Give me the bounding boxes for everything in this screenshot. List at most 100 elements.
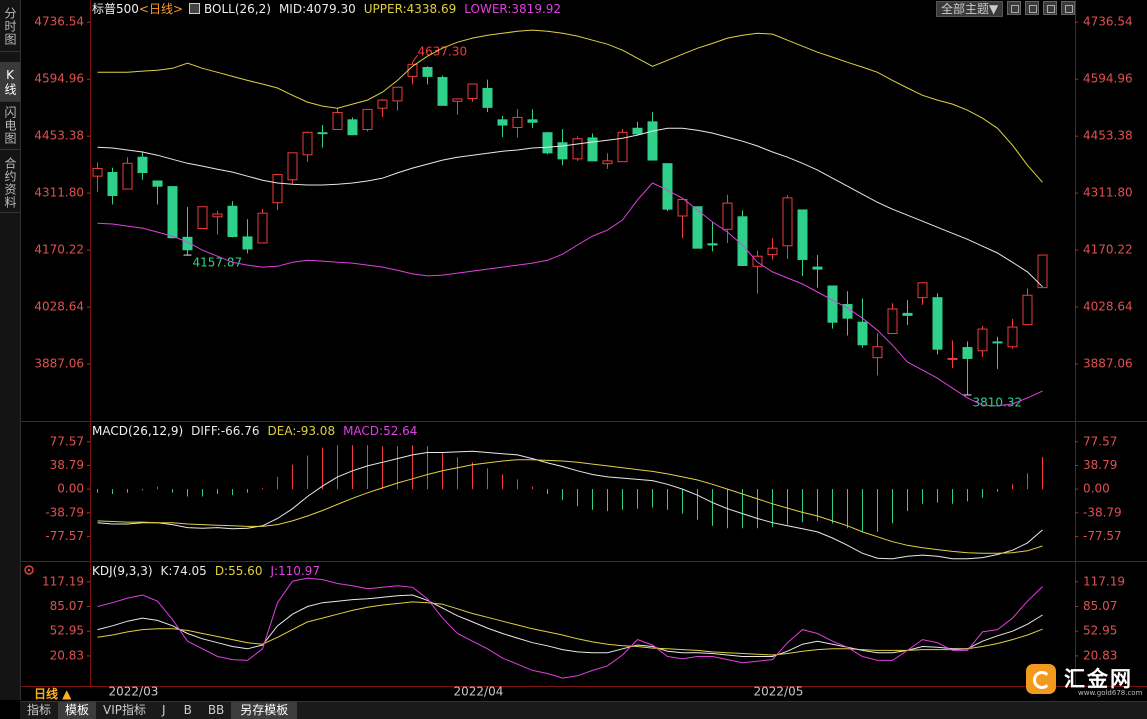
boll-line bbox=[97, 29, 1043, 183]
candle-body-down bbox=[707, 243, 718, 246]
candle-body-down bbox=[557, 142, 568, 160]
candle-body-up bbox=[1022, 294, 1033, 326]
y-tick-label-right: 0.00 bbox=[1083, 482, 1110, 496]
candle-body-up bbox=[1007, 326, 1018, 348]
y-tick-label-left: 52.95 bbox=[50, 624, 84, 638]
candle-body-up bbox=[92, 168, 103, 177]
y-tick-label-right: 77.57 bbox=[1083, 434, 1117, 448]
y-tick-label-right: 4594.96 bbox=[1083, 72, 1133, 86]
sidebar-tab[interactable]: 闪电图 bbox=[0, 102, 20, 150]
candle-body-up bbox=[302, 131, 313, 156]
legend-entry: J:110.97 bbox=[270, 564, 321, 578]
icon-button[interactable] bbox=[1025, 1, 1040, 15]
candle-body-up bbox=[872, 346, 883, 359]
y-tick-label-left: 38.79 bbox=[50, 458, 84, 472]
high-label: 4637.30 bbox=[418, 45, 468, 59]
candle-body-up bbox=[287, 152, 298, 181]
theme-button[interactable]: 全部主题▼ bbox=[936, 1, 1004, 17]
candle-body-up bbox=[977, 328, 988, 352]
boll-line bbox=[97, 182, 1043, 407]
candle-body-up bbox=[257, 212, 268, 244]
x-tick-label: 2022/04 bbox=[454, 685, 504, 699]
main-legend: 标普500<日线> BOLL(26,2) MID:4079.30 UPPER:4338… bbox=[92, 1, 569, 17]
candle-body-down bbox=[632, 127, 643, 135]
logo-mark bbox=[1026, 664, 1056, 694]
candle-body-up bbox=[1037, 254, 1048, 289]
candle-body-up bbox=[602, 160, 613, 165]
icon-button[interactable] bbox=[1043, 1, 1058, 15]
candle-body-up bbox=[122, 162, 133, 190]
candle-body-up bbox=[782, 197, 793, 247]
sidebar: 分时图 K线图 闪电图 合约资料 bbox=[0, 0, 21, 700]
candle-body-down bbox=[932, 297, 943, 350]
y-tick-label-right: 4170.22 bbox=[1083, 243, 1133, 257]
chart-subtitle: <日线> bbox=[138, 2, 184, 16]
chart-title: 标普500 bbox=[92, 2, 139, 16]
footer-tab[interactable]: VIP指标 bbox=[103, 703, 147, 717]
kdj-icon[interactable] bbox=[24, 565, 34, 575]
footer-tab[interactable]: B bbox=[183, 703, 192, 717]
legend-entry: DEA:-93.08 bbox=[267, 424, 336, 438]
kdj-line bbox=[97, 601, 1043, 656]
low-label: 4157.87 bbox=[193, 256, 243, 270]
y-tick-label-right: 4736.54 bbox=[1083, 15, 1133, 29]
legend-entry: UPPER:4338.69 bbox=[363, 2, 457, 16]
y-tick-label-left: 4170.22 bbox=[34, 243, 84, 257]
legend-entry: MACD:52.64 bbox=[343, 424, 418, 438]
y-tick-label-right: 4311.80 bbox=[1083, 186, 1133, 200]
y-tick-label-left: 4028.64 bbox=[34, 300, 84, 314]
footer-tab-selected[interactable]: 模板 bbox=[58, 702, 97, 719]
y-tick-label-right: 3887.06 bbox=[1083, 357, 1133, 371]
footer-tab-selected[interactable]: 另存模板 bbox=[231, 702, 298, 719]
candle-body-down bbox=[662, 163, 673, 210]
candle-body-up bbox=[512, 116, 523, 128]
candle-body-down bbox=[827, 285, 838, 323]
y-tick-label-left: 4594.96 bbox=[34, 72, 84, 86]
y-tick-label-right: -77.57 bbox=[1083, 529, 1122, 543]
kdj-line bbox=[97, 577, 1043, 679]
kdj-icon-dot bbox=[27, 568, 31, 572]
icon-button[interactable] bbox=[1007, 1, 1022, 15]
candle-body-up bbox=[332, 112, 343, 130]
candle-body-down bbox=[737, 216, 748, 266]
sidebar-tab[interactable]: 分时图 bbox=[0, 2, 20, 52]
candle-body-down bbox=[797, 209, 808, 260]
footer-tab[interactable]: J bbox=[162, 703, 166, 717]
y-tick-label-right: 117.19 bbox=[1083, 574, 1125, 588]
y-tick-label-right: -38.79 bbox=[1083, 505, 1122, 519]
legend-entry: D:55.60 bbox=[214, 564, 263, 578]
legend-entry: K:74.05 bbox=[160, 564, 207, 578]
candle-body-down bbox=[107, 172, 118, 196]
logo-url: www.gold678.com bbox=[1078, 689, 1143, 697]
indicator-name: BOLL(26,2) bbox=[204, 2, 271, 16]
y-tick-label-left: 4311.80 bbox=[34, 186, 84, 200]
sidebar-tab[interactable]: 合约资料 bbox=[0, 153, 20, 213]
candle-body-up bbox=[467, 83, 478, 99]
low-label: 3810.32 bbox=[973, 395, 1023, 409]
candle-body-up bbox=[212, 213, 223, 218]
footer-tab[interactable]: 指标 bbox=[27, 703, 52, 717]
candle-body-down bbox=[902, 312, 913, 316]
indicator-icon[interactable] bbox=[189, 3, 201, 14]
macd-line bbox=[97, 459, 1043, 554]
bottom-toolbar: 指标 模板 VIP指标 J B BB 另存模板 bbox=[20, 701, 1147, 719]
y-tick-label-left: 85.07 bbox=[50, 599, 84, 613]
sidebar-tab-selected[interactable]: K线图 bbox=[0, 62, 20, 102]
period-button[interactable]: 日线 ▲ bbox=[34, 687, 72, 701]
indicator-name: KDJ(9,3,3) bbox=[92, 564, 153, 578]
kdj-line bbox=[97, 594, 1043, 657]
candle-body-up bbox=[452, 98, 463, 102]
candle-body-down bbox=[227, 205, 238, 238]
y-tick-label-left: 4736.54 bbox=[34, 15, 84, 29]
y-tick-label-right: 38.79 bbox=[1083, 458, 1117, 472]
candle-body-up bbox=[272, 174, 283, 204]
panel-frame bbox=[20, 0, 1147, 687]
candle-body-down bbox=[962, 347, 973, 359]
y-tick-label-right: 52.95 bbox=[1083, 624, 1117, 638]
y-tick-label-right: 4453.38 bbox=[1083, 129, 1133, 143]
candle-body-up bbox=[197, 206, 208, 229]
y-tick-label-left: 20.83 bbox=[50, 648, 84, 662]
footer-tab[interactable]: BB bbox=[207, 703, 225, 717]
icon-button[interactable] bbox=[1061, 1, 1076, 15]
